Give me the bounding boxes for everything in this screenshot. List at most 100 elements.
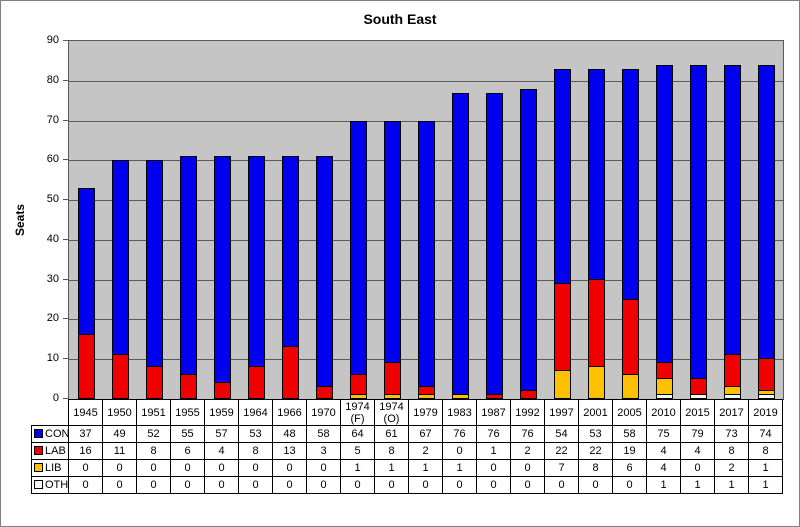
legend-label: LIB (45, 462, 62, 474)
bar-segment-con (587, 68, 605, 280)
bar-segment-lib (587, 367, 605, 399)
year-cell: 1966 (272, 399, 307, 426)
bar-slot (613, 41, 647, 399)
stacked-bar (757, 64, 775, 399)
stacked-bar (145, 160, 163, 399)
value-cell: 1 (748, 459, 783, 477)
stacked-bar (349, 120, 367, 399)
bar-slot (477, 41, 511, 399)
value-cell: 1 (646, 476, 681, 494)
year-cell: 2001 (578, 399, 613, 426)
value-cell: 53 (238, 425, 273, 443)
stacked-bar (77, 188, 95, 399)
bar-segment-con (519, 88, 537, 391)
value-cell: 4 (646, 459, 681, 477)
bar-segment-lab (485, 395, 503, 399)
y-tick-mark (63, 199, 68, 201)
bar-segment-lab (723, 355, 741, 387)
bar-segment-con (111, 160, 129, 356)
bar-slot (103, 41, 137, 399)
bar-slot (511, 41, 545, 399)
legend-label: OTH (45, 479, 69, 491)
y-tick-mark (63, 318, 68, 320)
value-cell: 1 (374, 459, 409, 477)
bar-segment-lib (417, 395, 435, 399)
bar-segment-con (417, 120, 435, 387)
bar-segment-lab (145, 367, 163, 399)
bars-layer (69, 41, 783, 399)
value-cell: 1 (680, 476, 715, 494)
value-cell: 0 (306, 459, 341, 477)
bar-slot (137, 41, 171, 399)
bar-slot (647, 41, 681, 399)
value-cell: 4 (646, 442, 681, 460)
table-corner-empty (32, 400, 69, 426)
bar-segment-con (315, 156, 333, 388)
value-cell: 0 (680, 459, 715, 477)
value-cell: 0 (578, 476, 613, 494)
value-cell: 22 (578, 442, 613, 460)
year-cell: 1974 (O) (374, 399, 409, 426)
value-cell: 49 (102, 425, 137, 443)
bar-slot (443, 41, 477, 399)
bar-segment-con (451, 92, 469, 395)
bar-slot (205, 41, 239, 399)
value-cell: 0 (238, 476, 273, 494)
legend-label: LAB (45, 445, 66, 457)
value-cell: 3 (306, 442, 341, 460)
value-cell: 0 (204, 459, 239, 477)
bar-segment-con (145, 160, 163, 368)
year-cell: 1945 (68, 399, 103, 426)
legend-swatch-lab-icon (34, 446, 43, 455)
y-tick-label: 50 (46, 193, 59, 206)
bar-segment-lab (383, 363, 401, 395)
bar-segment-lib (553, 371, 571, 399)
stacked-bar (383, 120, 401, 399)
bar-slot (681, 41, 715, 399)
legend-swatch-oth-icon (34, 480, 43, 489)
bar-segment-con (213, 156, 231, 384)
value-cell: 0 (238, 459, 273, 477)
value-cell: 1 (340, 459, 375, 477)
value-cell: 58 (306, 425, 341, 443)
bar-segment-oth (757, 395, 775, 399)
value-cell: 76 (442, 425, 477, 443)
value-cell: 76 (510, 425, 545, 443)
year-cell: 2005 (612, 399, 647, 426)
table-row-lab: LAB 16 11 8 6 4 8 13 3 5 8 2 0 1 2 22 22 19 4 4 8 8 (31, 442, 783, 460)
value-cell: 0 (170, 476, 205, 494)
bar-segment-lab (519, 391, 537, 399)
value-cell: 0 (544, 476, 579, 494)
bar-segment-lab (349, 375, 367, 395)
bar-segment-lab (655, 363, 673, 380)
value-cell: 2 (714, 459, 749, 477)
legend-cell-oth: OTH (31, 476, 69, 494)
stacked-bar (281, 156, 299, 399)
year-cell: 1979 (408, 399, 443, 426)
bar-segment-con (281, 156, 299, 348)
bar-segment-con (485, 92, 503, 395)
value-cell: 73 (714, 425, 749, 443)
bar-segment-con (689, 64, 707, 380)
bar-segment-oth (655, 395, 673, 399)
value-cell: 13 (272, 442, 307, 460)
legend-swatch-lib-icon (34, 463, 43, 472)
value-cell: 11 (102, 442, 137, 460)
y-tick-label: 70 (46, 113, 59, 126)
value-cell: 4 (204, 442, 239, 460)
value-cell: 55 (170, 425, 205, 443)
stacked-bar (111, 160, 129, 399)
bar-segment-con (247, 156, 265, 368)
year-cell: 1955 (170, 399, 205, 426)
value-cell: 4 (680, 442, 715, 460)
bar-segment-con (383, 120, 401, 364)
bar-slot (579, 41, 613, 399)
bar-segment-lib (451, 395, 469, 399)
value-cell: 0 (476, 476, 511, 494)
bar-segment-lab (417, 387, 435, 395)
bar-segment-con (723, 64, 741, 356)
y-tick-label: 60 (46, 153, 59, 166)
bar-segment-lab (247, 367, 265, 399)
value-cell: 53 (578, 425, 613, 443)
bar-segment-lab (179, 375, 197, 399)
